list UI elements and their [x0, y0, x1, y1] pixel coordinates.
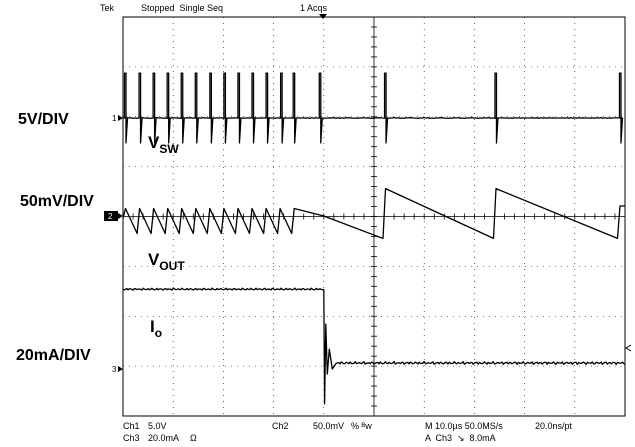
vsw-pulse-mark: [138, 72, 143, 144]
ch2-marks: % ᴮw: [351, 421, 372, 431]
ch3-scale: 20.0mA: [148, 433, 179, 443]
io-step-transient-trace: [323, 289, 337, 405]
ch2-marker-label: 2: [108, 212, 113, 221]
ch3-unit: Ω: [190, 433, 197, 443]
vsw-label: VSW: [148, 133, 179, 156]
vsw-pulse-mark: [251, 72, 256, 144]
ch2-marker-box: [104, 211, 118, 221]
timebase-readout: M 10.0µs 50.0MS/s: [425, 421, 503, 431]
io-scale-label: 20mA/DIV: [16, 347, 91, 364]
vsw-pulse-mark: [123, 72, 129, 144]
trigger-level-icon: [625, 344, 632, 352]
vout-ripple-trace: [122, 187, 625, 240]
out-scale-label: 50mV/DIV: [20, 193, 94, 210]
center-ticks: [122, 16, 626, 417]
vsw-pulse-mark: [223, 72, 228, 144]
vsw-baseline-trace: [122, 116, 624, 120]
vsw-pulse-mark: [383, 72, 389, 144]
traces: [122, 72, 626, 405]
ch1-name: Ch1: [123, 421, 140, 431]
vsw-pulse-mark: [618, 72, 624, 144]
vsw-pulse-mark: [194, 72, 199, 144]
vsw-pulse-mark: [279, 72, 285, 144]
ch2-marker-arrow-icon: [118, 213, 123, 219]
vsw-pulse-mark: [152, 72, 157, 144]
ch3-name: Ch3: [123, 433, 140, 443]
vout-label: VOUT: [148, 250, 185, 273]
sw-scale-label: 5V/DIV: [18, 111, 69, 128]
vsw-pulse-mark: [318, 72, 323, 144]
ch2-name: Ch2: [272, 421, 289, 431]
io-label: Io: [150, 317, 162, 340]
vsw-pulse-mark: [166, 72, 171, 144]
io-low-level-trace: [336, 360, 626, 366]
ch1-marker-label: 1: [112, 114, 117, 123]
vsw-pulse-mark: [265, 72, 270, 144]
ch3-marker-label: 3: [112, 365, 117, 374]
vsw-pulse-mark: [237, 72, 242, 144]
vsw-pulse-mark: [292, 72, 297, 144]
brand-label: Tek: [100, 3, 115, 13]
acquisition-count: 1 Acqs: [300, 3, 328, 13]
trigger-readout: A Ch3 ↘ 8.0mA: [425, 433, 496, 443]
vsw-pulse-mark: [180, 72, 185, 144]
ch1-marker-arrow-icon: [118, 115, 123, 121]
ch3-marker-arrow-icon: [118, 366, 123, 372]
vsw-pulse-mark: [209, 72, 214, 144]
ch1-scale: 5.0V: [148, 421, 167, 431]
acquisition-status: Stopped Single Seq: [141, 3, 223, 13]
io-high-level-trace: [122, 287, 324, 291]
graticule: [122, 16, 626, 417]
sample-interval-readout: 20.0ns/pt: [535, 421, 573, 431]
ch2-scale: 50.0mV: [313, 421, 344, 431]
vsw-pulse-mark: [494, 72, 499, 144]
